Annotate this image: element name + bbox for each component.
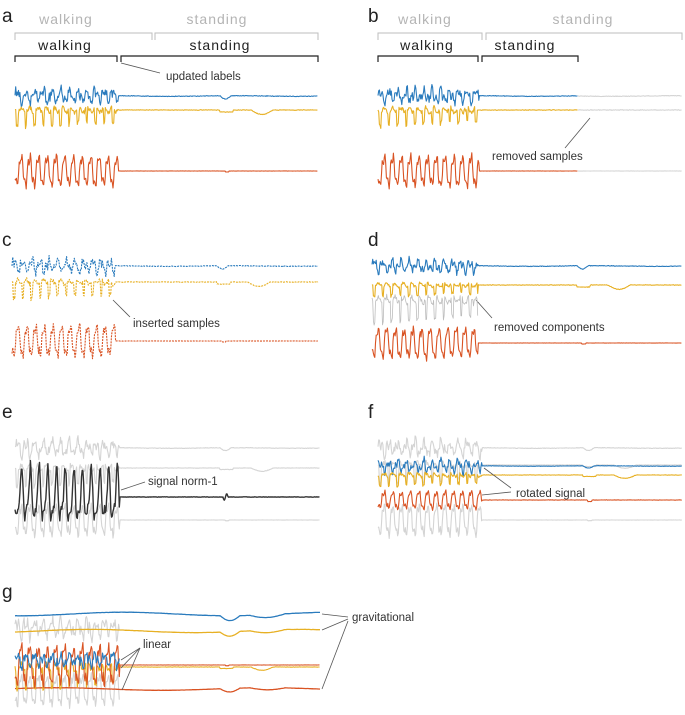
- removed-components: [371, 293, 479, 326]
- panel-b-annotation: removed samples: [492, 151, 583, 163]
- faded-y: [377, 459, 682, 486]
- panel-g-grav-leader-3: [321, 620, 349, 690]
- panel-a-new-standing-bracket: [120, 55, 319, 62]
- panel-c-leader-line: [112, 299, 131, 318]
- panel-a-old-standing-label: standing: [187, 11, 248, 27]
- faded-z: [15, 501, 320, 539]
- panel-a-old-standing-bracket: [154, 32, 319, 40]
- signal-x: [371, 255, 682, 277]
- signal-y: [11, 277, 319, 302]
- panel-f-label: f: [368, 402, 374, 423]
- panel-b-old-standing-label: standing: [553, 11, 614, 27]
- panel-b-new-walking-bracket: [377, 55, 479, 62]
- rotated-y: [377, 471, 682, 488]
- faded-x: [377, 435, 682, 461]
- panel-f-signals: [377, 435, 682, 539]
- panel-b-old-standing-bracket: [485, 32, 683, 40]
- gravitational-y: [15, 628, 320, 637]
- removed-y: [577, 109, 682, 111]
- panel-e-annotation: signal norm-1: [148, 476, 218, 488]
- faded-x: [14, 613, 120, 644]
- panel-g-label: g: [2, 582, 13, 603]
- panel-d-leader-line: [475, 299, 493, 319]
- removed-x: [577, 94, 682, 98]
- panel-g-signals: [14, 611, 321, 710]
- panel-b-old-walking-bracket: [377, 32, 483, 40]
- panel-a-new-walking-bracket: [14, 55, 118, 62]
- panel-c-signals: [11, 254, 319, 360]
- panel-d-annotation: removed components: [494, 322, 605, 334]
- rotated-x: [377, 455, 682, 477]
- panel-a-old-walking-bracket: [14, 32, 153, 40]
- panel-b-new-walking-label: walking: [399, 37, 454, 53]
- panel-g-linear-leader-2: [120, 647, 141, 669]
- panel-b-old-walking-label: walking: [397, 11, 452, 27]
- signal-x: [377, 84, 578, 107]
- panel-g-grav-leader-2: [321, 618, 349, 631]
- signal-z: [11, 322, 318, 360]
- panel-f-leader-line-2: [481, 491, 512, 496]
- panel-b-label: b: [368, 6, 379, 27]
- panel-b-leader-line: [564, 117, 591, 149]
- panel-c: c inserted samples: [2, 230, 319, 360]
- panel-g-linear-leader-3: [121, 647, 141, 691]
- panel-e: e signal norm-1: [2, 402, 320, 539]
- linear-x: [14, 650, 120, 672]
- panel-b-new-standing-bracket: [481, 55, 579, 62]
- panel-a: a walking standing walking standing upda…: [2, 6, 319, 190]
- panel-a-new-walking-label: walking: [37, 37, 92, 53]
- gravitational-z: [14, 687, 321, 693]
- signal-z: [371, 325, 682, 362]
- panel-f-annotation: rotated signal: [516, 488, 585, 500]
- signal-z: [377, 152, 578, 190]
- panel-f-leader-line-1: [483, 467, 512, 489]
- faded-z: [14, 671, 120, 710]
- panel-a-label: a: [2, 6, 13, 27]
- signal-y: [377, 104, 578, 129]
- gravitational-x: [14, 611, 320, 622]
- panel-d-signals: [371, 255, 682, 362]
- panel-a-new-standing-label: standing: [190, 37, 251, 53]
- panel-d-label: d: [368, 230, 379, 251]
- panel-e-signals: [14, 435, 320, 539]
- linear-z: [14, 641, 320, 689]
- signal-z: [14, 152, 318, 190]
- linear-y: [14, 661, 320, 692]
- rotated-z: [377, 489, 682, 511]
- panel-a-leader-line: [120, 62, 161, 74]
- signal-norm: [14, 459, 320, 522]
- panel-d: d removed components: [368, 230, 682, 362]
- panel-c-label: c: [2, 230, 12, 251]
- faded-x: [14, 435, 320, 461]
- panel-b: b walking standing walking standing remo…: [368, 6, 683, 190]
- panel-a-annotation: updated labels: [166, 71, 241, 83]
- panel-g-linear-annotation: linear: [143, 639, 171, 651]
- panel-e-label: e: [2, 402, 13, 423]
- panel-b-new-standing-label: standing: [495, 37, 556, 53]
- panel-b-signals: [377, 84, 682, 190]
- panel-c-annotation: inserted samples: [133, 318, 220, 330]
- panel-g-gravitational-annotation: gravitational: [352, 612, 414, 624]
- panel-g-grav-leader-1: [321, 613, 349, 618]
- panel-a-signals: [14, 84, 318, 190]
- panel-g-linear-leader-1: [120, 647, 141, 661]
- signal-x: [14, 84, 318, 108]
- signal-x: [11, 254, 319, 278]
- faded-z: [377, 502, 682, 539]
- panel-e-leader-line: [120, 481, 146, 491]
- panel-a-old-walking-label: walking: [38, 11, 93, 27]
- signal-y: [14, 105, 318, 130]
- signal-y: [371, 281, 682, 298]
- panel-f: f rotated signal: [368, 402, 682, 539]
- panel-g: g linear gravitational: [2, 582, 414, 710]
